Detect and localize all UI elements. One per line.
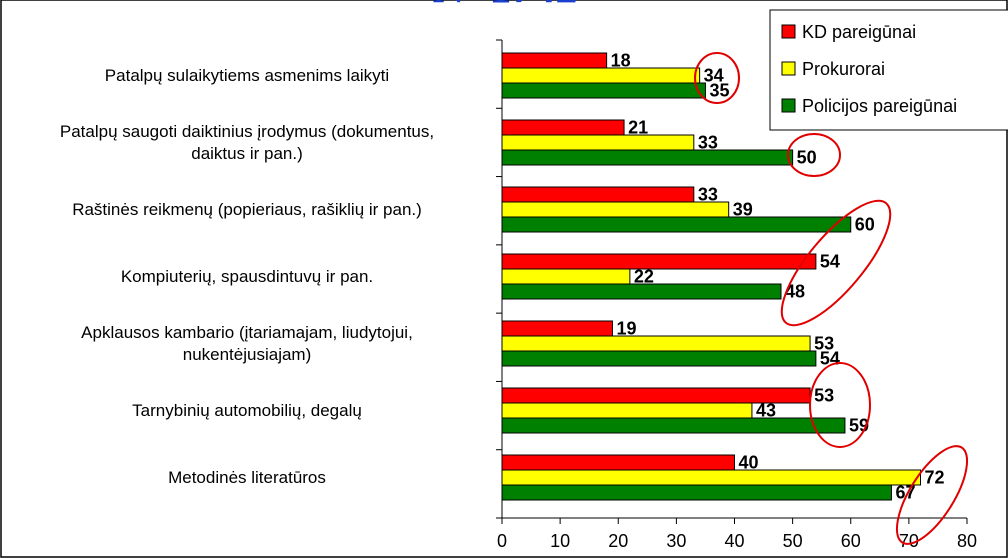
data-label: 33 bbox=[698, 132, 718, 152]
chart-title: N=1742 bbox=[433, 0, 578, 12]
highlight bbox=[694, 52, 740, 104]
bar bbox=[501, 119, 625, 136]
bar bbox=[501, 134, 695, 151]
legend-label: Prokurorai bbox=[802, 59, 885, 79]
legend-swatch bbox=[781, 24, 796, 39]
bar bbox=[501, 484, 892, 501]
bar bbox=[501, 402, 753, 419]
y-tick-label: Kompiuterių, spausdintuvų ir pan. bbox=[120, 266, 374, 286]
annotations bbox=[694, 52, 969, 545]
x-tick-label: 30 bbox=[666, 531, 686, 551]
data-label: 53 bbox=[814, 333, 834, 353]
data-label: 34 bbox=[704, 65, 724, 85]
y-tick-label: Patalpų saugoti daiktinius įrodymus (dok… bbox=[59, 121, 435, 163]
bar bbox=[501, 320, 613, 337]
y-tick-label: Patalpų sulaikytiems asmenims laikyti bbox=[104, 65, 390, 85]
data-label: 35 bbox=[709, 80, 729, 100]
x-tick-label: 60 bbox=[841, 531, 861, 551]
highlight bbox=[809, 362, 871, 448]
y-tick-label: Metodinės literatūros bbox=[168, 467, 326, 487]
bar bbox=[501, 52, 608, 69]
data-label: 22 bbox=[634, 266, 654, 286]
legend-swatch bbox=[781, 98, 796, 113]
y-tick-label: Raštinės reikmenų (popieriaus, rašiklių … bbox=[72, 199, 422, 219]
data-label: 72 bbox=[925, 467, 945, 487]
legend bbox=[769, 9, 1008, 131]
x-tick-label: 20 bbox=[608, 531, 628, 551]
x-tick-label: 80 bbox=[957, 531, 977, 551]
bar bbox=[501, 253, 817, 270]
data-label: 19 bbox=[616, 318, 636, 338]
legend-label: KD pareigūnai bbox=[802, 22, 916, 42]
x-tick-label: 10 bbox=[550, 531, 570, 551]
bar bbox=[501, 417, 846, 434]
bar bbox=[501, 268, 631, 285]
x-tick-label: 0 bbox=[497, 531, 507, 551]
bar bbox=[501, 216, 852, 233]
data-label: 60 bbox=[855, 214, 875, 234]
legend-label: Policijos pareigūnai bbox=[802, 96, 957, 116]
highlight bbox=[787, 133, 841, 177]
data-label: 18 bbox=[611, 50, 631, 70]
data-label: 50 bbox=[797, 147, 817, 167]
bar bbox=[501, 283, 782, 300]
x-tick-label: 50 bbox=[783, 531, 803, 551]
bar bbox=[501, 454, 735, 471]
bar bbox=[501, 82, 706, 99]
data-label: 40 bbox=[739, 452, 759, 472]
x-tick-label: 40 bbox=[724, 531, 744, 551]
x-tick-label: 70 bbox=[899, 531, 919, 551]
bar bbox=[501, 186, 695, 203]
legend-swatch bbox=[781, 61, 796, 76]
data-label: 53 bbox=[814, 385, 834, 405]
data-label: 54 bbox=[820, 251, 840, 271]
data-label: 48 bbox=[785, 281, 805, 301]
bar bbox=[501, 67, 701, 84]
highlight bbox=[895, 445, 969, 545]
y-tick-label: Apklausos kambario (įtariamajam, liudyto… bbox=[81, 322, 413, 364]
data-label: 21 bbox=[628, 117, 648, 137]
data-label: 39 bbox=[733, 199, 753, 219]
bar bbox=[501, 149, 794, 166]
data-label: 33 bbox=[698, 184, 718, 204]
y-tick-label: Tarnybinių automobilių, degalų bbox=[132, 400, 362, 420]
bar bbox=[501, 350, 817, 367]
data-label: 43 bbox=[756, 400, 776, 420]
bar bbox=[501, 335, 811, 352]
bar bbox=[501, 201, 730, 218]
bar bbox=[501, 469, 921, 486]
highlight bbox=[780, 199, 892, 327]
